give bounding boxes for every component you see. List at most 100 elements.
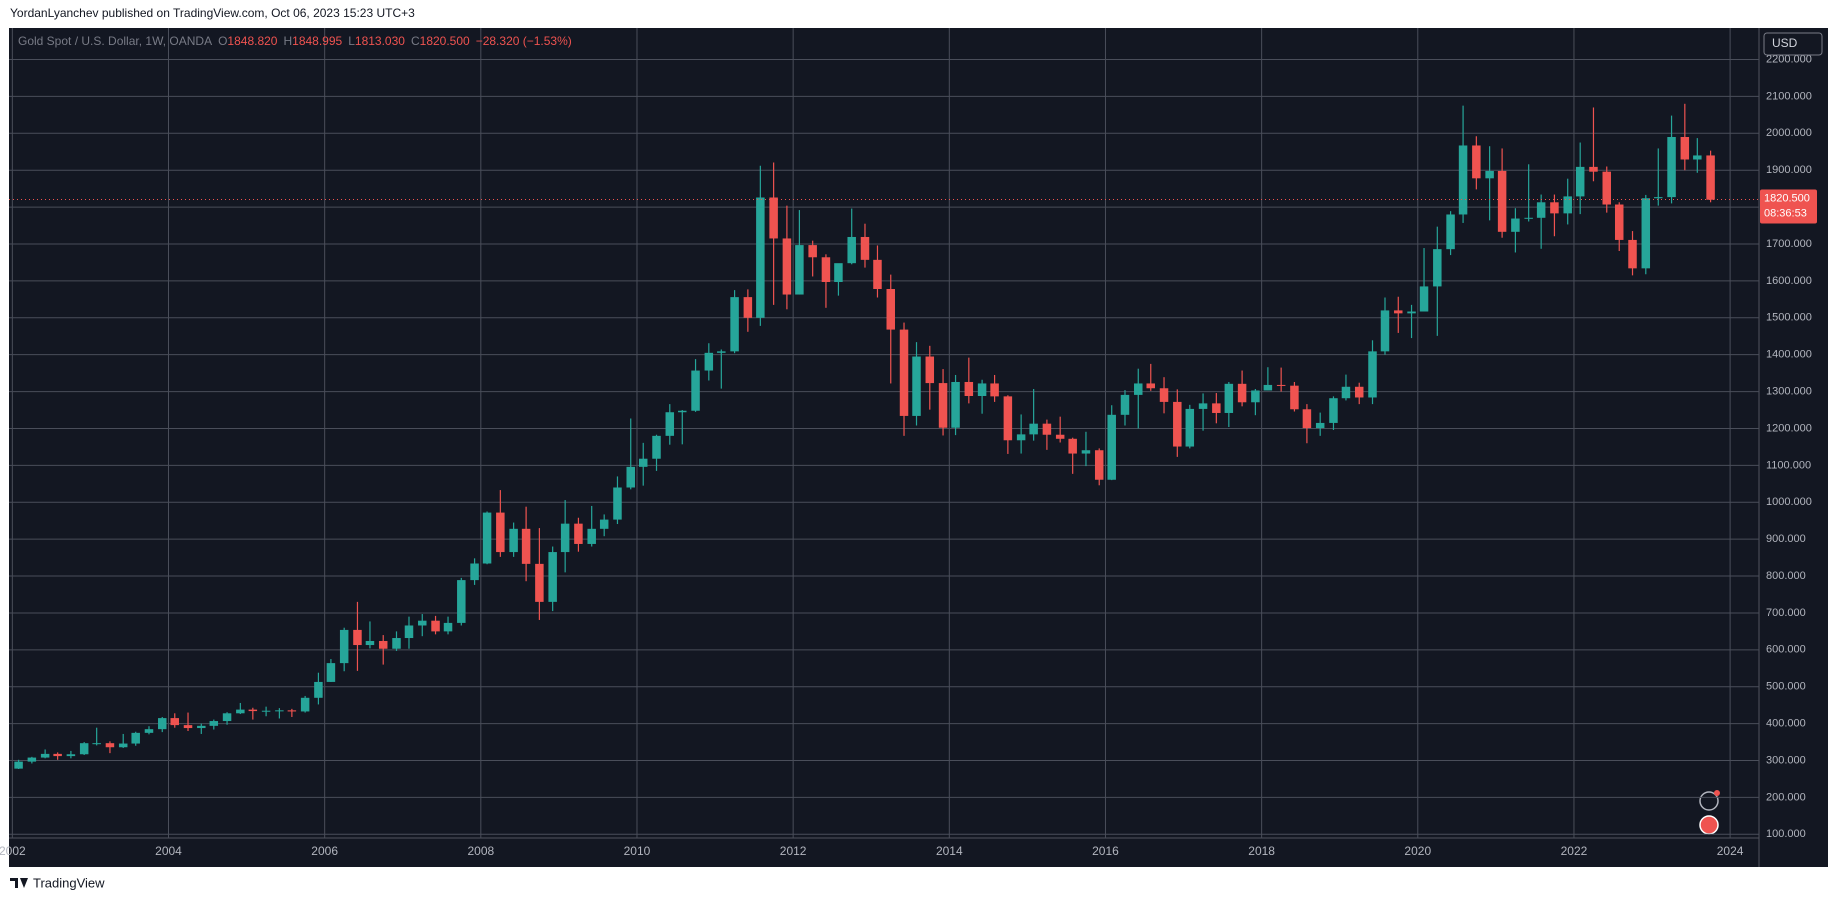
candle-body <box>1198 403 1208 409</box>
candle-body <box>1016 434 1026 441</box>
candle-body <box>1433 249 1442 287</box>
candle-body <box>170 718 179 726</box>
candle-body <box>873 259 882 290</box>
candle-body <box>496 512 505 553</box>
candle-body <box>222 713 232 722</box>
logo-mark <box>10 878 28 888</box>
candle-body <box>183 725 193 729</box>
candle-body <box>40 753 50 758</box>
x-tick-label: 2016 <box>1092 844 1119 858</box>
candle-body <box>1628 239 1637 269</box>
candle-body <box>886 289 895 330</box>
candle-body <box>1081 450 1091 454</box>
candle-body <box>1602 171 1611 205</box>
candle-body <box>808 245 817 258</box>
candle-body <box>638 458 648 467</box>
y-tick-label: 1500.000 <box>1766 312 1812 324</box>
candle-body <box>1536 202 1546 218</box>
candle-body <box>756 197 765 318</box>
candle-body <box>548 552 557 602</box>
candle-body <box>353 629 362 646</box>
ohlc-value: 1813.030 <box>355 34 405 48</box>
currency-box <box>1763 32 1823 56</box>
x-tick-label: 2024 <box>1717 844 1744 858</box>
candle-body <box>560 523 570 553</box>
x-tick-label: 2020 <box>1404 844 1431 858</box>
candle-body <box>1134 383 1143 395</box>
candle-body <box>457 580 466 623</box>
candle-body <box>678 410 687 413</box>
candle-body <box>925 356 935 384</box>
x-tick-label: 2008 <box>467 844 494 858</box>
candle-body <box>587 528 596 544</box>
candle-body <box>392 638 401 649</box>
last-price-label: 1820.500 <box>1764 192 1810 204</box>
candle-body <box>847 236 856 264</box>
candle-body <box>236 709 245 714</box>
y-tick-label: 1000.000 <box>1766 496 1812 508</box>
candle-body <box>1497 170 1507 232</box>
candle-body <box>326 663 336 682</box>
icon-alert <box>1699 791 1719 811</box>
candle-body <box>990 383 999 397</box>
candle-body <box>118 743 128 748</box>
y-tick-label: 1100.000 <box>1766 459 1811 471</box>
candle-body <box>1276 384 1286 386</box>
last-price-box <box>1760 189 1817 224</box>
candles <box>14 103 1715 770</box>
candle-body <box>535 563 544 602</box>
ohlc-key: O <box>218 34 227 48</box>
candle-body <box>912 356 921 416</box>
candle-body <box>79 743 89 755</box>
candle-body <box>365 640 375 646</box>
candle-body <box>691 370 700 411</box>
candle-body <box>1159 388 1169 402</box>
candle-body <box>1511 218 1520 232</box>
candle-body <box>1302 409 1312 429</box>
candle-body <box>1237 383 1247 403</box>
y-tick-label: 1300.000 <box>1766 385 1812 397</box>
candle-body <box>209 721 219 726</box>
candle-body <box>404 625 414 639</box>
candle-body <box>1251 390 1260 403</box>
y-tick-label: 1200.000 <box>1766 422 1812 434</box>
candle-body <box>1446 214 1455 250</box>
candle-body <box>1394 310 1403 314</box>
ohlc-value: 1848.995 <box>292 34 342 48</box>
candle-body <box>1407 311 1416 314</box>
candle-body <box>1575 166 1585 197</box>
candle-body <box>626 466 635 488</box>
y-tick-label: 1600.000 <box>1766 275 1812 287</box>
candle-body <box>1146 383 1156 389</box>
candle-body <box>339 629 349 664</box>
chart-bg <box>9 28 1828 867</box>
candle-body <box>938 383 948 428</box>
y-tick-label: 2200.000 <box>1766 53 1812 65</box>
x-tick-label: 2014 <box>936 844 963 858</box>
x-tick-label: 2006 <box>311 844 338 858</box>
candle-body <box>158 718 167 730</box>
candle-body <box>431 620 440 632</box>
candle-body <box>1654 197 1663 199</box>
candle-body <box>521 528 531 564</box>
candle-body <box>314 681 323 698</box>
candle-body <box>1380 310 1390 352</box>
x-tick-label: 2022 <box>1561 844 1588 858</box>
candle-body <box>704 352 714 371</box>
change: −28.320 (−1.53%) <box>476 34 572 48</box>
candle-body <box>1068 438 1077 454</box>
candle-body <box>482 512 492 564</box>
candle-body <box>1042 423 1052 435</box>
symbol: Gold Spot / U.S. Dollar, 1W, OANDA <box>18 34 212 48</box>
candle-body <box>1329 398 1338 423</box>
y-tick-label: 100.000 <box>1766 828 1806 840</box>
y-tick-label: 2100.000 <box>1766 90 1812 102</box>
candle-body <box>1589 166 1598 172</box>
watermark-icons <box>1699 790 1720 835</box>
candle-body <box>1341 386 1351 399</box>
y-tick-label: 400.000 <box>1766 718 1806 730</box>
candle-body <box>418 620 427 626</box>
candle-body <box>261 710 271 712</box>
candle-body <box>1094 450 1104 480</box>
